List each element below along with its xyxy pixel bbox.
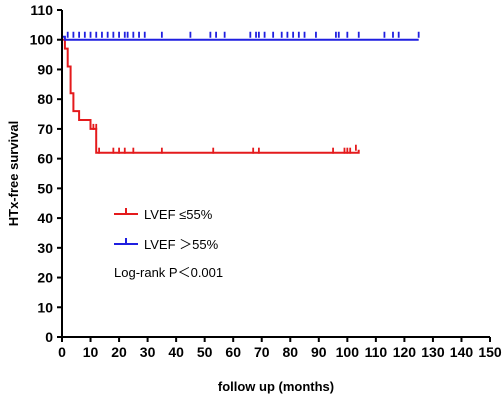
y-tick-label: 70 bbox=[37, 121, 53, 137]
x-tick-label: 100 bbox=[336, 344, 360, 360]
y-tick-label: 60 bbox=[37, 151, 53, 167]
x-tick-label: 80 bbox=[282, 344, 298, 360]
legend-label-2: LVEF ＞55% bbox=[144, 237, 219, 252]
y-tick-label: 80 bbox=[37, 91, 53, 107]
x-tick-label: 90 bbox=[311, 344, 327, 360]
x-tick-label: 20 bbox=[111, 344, 127, 360]
x-tick-label: 30 bbox=[140, 344, 156, 360]
series-line-1 bbox=[62, 38, 360, 154]
y-tick-label: 10 bbox=[37, 299, 53, 315]
x-tick-label: 0 bbox=[58, 344, 66, 360]
y-tick-label: 40 bbox=[37, 210, 53, 226]
plot-layer bbox=[62, 31, 420, 154]
log-rank-annotation: Log-rank P＜0.001 bbox=[114, 265, 223, 280]
y-tick-label: 0 bbox=[45, 329, 53, 345]
y-tick-label: 110 bbox=[30, 2, 53, 18]
legend-label-1: LVEF ≤55% bbox=[144, 207, 213, 222]
x-tick-label: 110 bbox=[365, 344, 388, 360]
x-tick-label: 50 bbox=[197, 344, 213, 360]
x-tick-label: 140 bbox=[450, 344, 474, 360]
series-line-2 bbox=[62, 35, 419, 41]
y-axis-title: HTx-free survival bbox=[6, 121, 21, 227]
x-tick-label: 60 bbox=[225, 344, 241, 360]
y-ticks: 0 10 20 30 40 50 60 70 80 90 100 110 bbox=[30, 2, 62, 345]
y-tick-label: 90 bbox=[37, 61, 53, 77]
y-tick-label: 30 bbox=[37, 240, 53, 256]
x-tick-label: 150 bbox=[478, 344, 502, 360]
y-tick-label: 20 bbox=[37, 270, 53, 286]
legend: LVEF ≤55% LVEF ＞55% Log-rank P＜0.001 bbox=[114, 207, 223, 280]
legend-item-1: LVEF ≤55% bbox=[114, 207, 213, 222]
x-axis-title: follow up (months) bbox=[218, 379, 334, 394]
x-tick-label: 70 bbox=[254, 344, 270, 360]
x-ticks: 0 10 20 30 40 50 60 70 80 90 100 110 120 130 140 150 bbox=[58, 337, 502, 360]
x-tick-label: 10 bbox=[83, 344, 99, 360]
axes-layer: 0 10 20 30 40 50 60 70 80 90 100 110 0 10 20 30 40 50 60 7… bbox=[30, 2, 502, 360]
y-tick-label: 50 bbox=[37, 180, 53, 196]
y-tick-label: 100 bbox=[30, 32, 54, 48]
x-tick-label: 40 bbox=[168, 344, 184, 360]
legend-item-2: LVEF ＞55% bbox=[114, 237, 219, 252]
x-tick-label: 120 bbox=[393, 344, 417, 360]
x-tick-label: 130 bbox=[421, 344, 445, 360]
